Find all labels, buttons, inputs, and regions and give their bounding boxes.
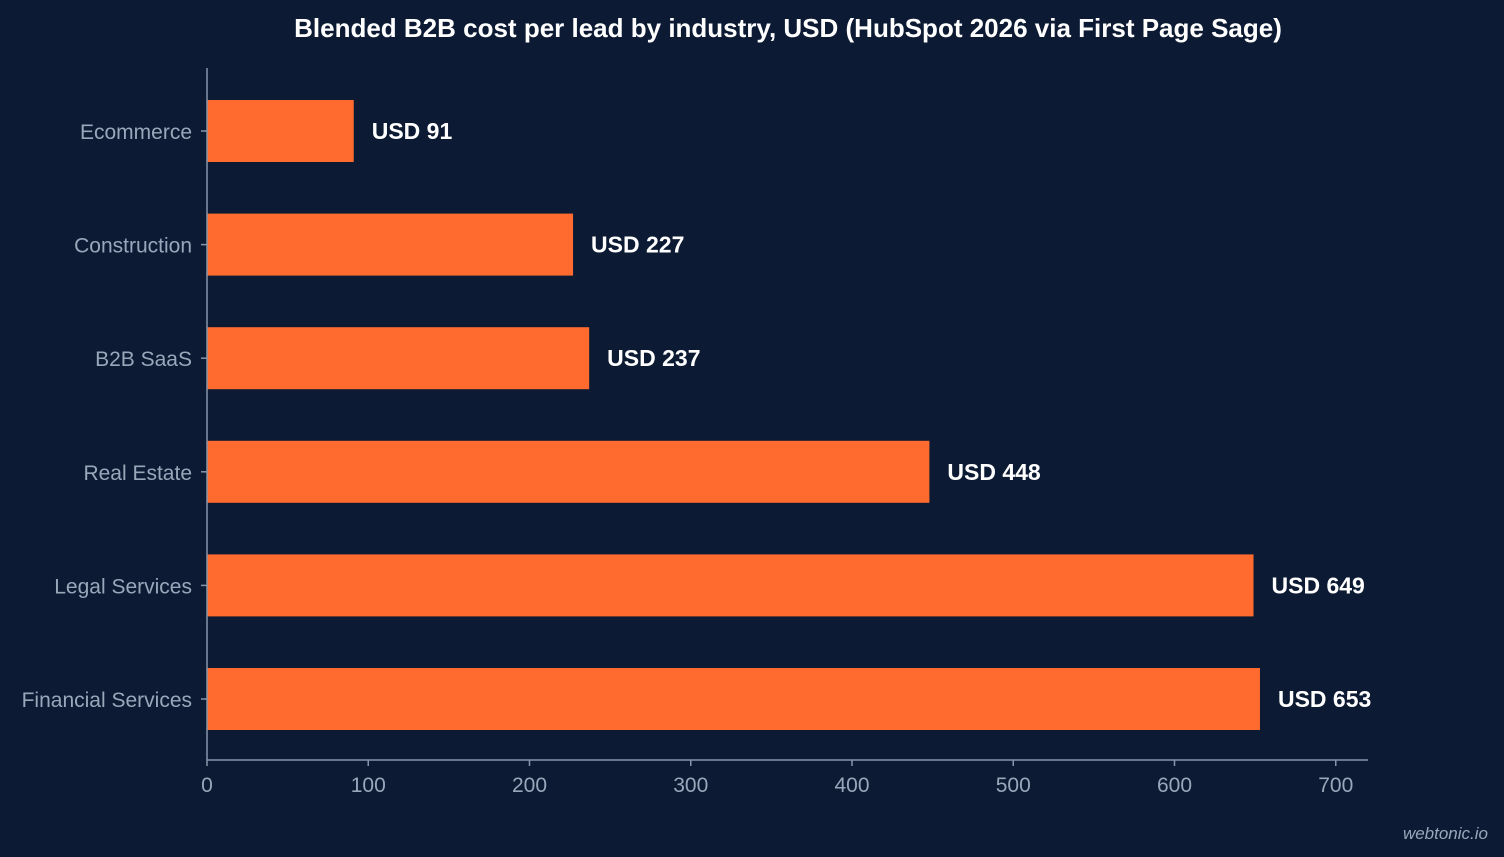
bar-real-estate — [207, 440, 930, 503]
category-label: Ecommerce — [80, 121, 192, 144]
category-label: Legal Services — [54, 575, 192, 598]
x-axis: 0 100 200 300 400 500 600 700 — [201, 759, 1368, 797]
value-label: USD 91 — [372, 118, 453, 144]
x-tick-label: 0 — [201, 774, 213, 797]
x-tick-label: 500 — [996, 774, 1031, 797]
x-tick-label: 300 — [673, 774, 708, 797]
category-label: B2B SaaS — [95, 348, 192, 371]
bar-ecommerce — [207, 100, 354, 162]
bars-group: USD 91 USD 227 USD 237 USD 448 USD 649 USD 65… — [207, 100, 1371, 730]
x-tick-label: 600 — [1157, 774, 1192, 797]
bar-b2b-saas — [207, 327, 590, 390]
x-tick-label: 100 — [351, 774, 386, 797]
value-label: USD 649 — [1272, 572, 1365, 598]
watermark-text: webtonic.io — [1403, 824, 1488, 843]
value-label: USD 237 — [607, 345, 700, 371]
bar-financial-services — [207, 668, 1260, 730]
value-label: USD 653 — [1278, 686, 1371, 712]
y-axis: Ecommerce Construction B2B SaaS Real Estate… — [22, 68, 208, 760]
category-label: Construction — [74, 235, 192, 258]
bar-construction — [207, 213, 574, 276]
chart-title: Blended B2B cost per lead by industry, U… — [294, 13, 1282, 43]
category-label: Financial Services — [22, 689, 192, 712]
category-label: Real Estate — [83, 462, 192, 485]
x-tick-label: 200 — [512, 774, 547, 797]
x-tick-label: 700 — [1318, 774, 1353, 797]
x-tick-label: 400 — [834, 774, 869, 797]
value-label: USD 227 — [591, 232, 684, 258]
value-label: USD 448 — [947, 459, 1041, 485]
bar-legal-services — [207, 554, 1254, 617]
